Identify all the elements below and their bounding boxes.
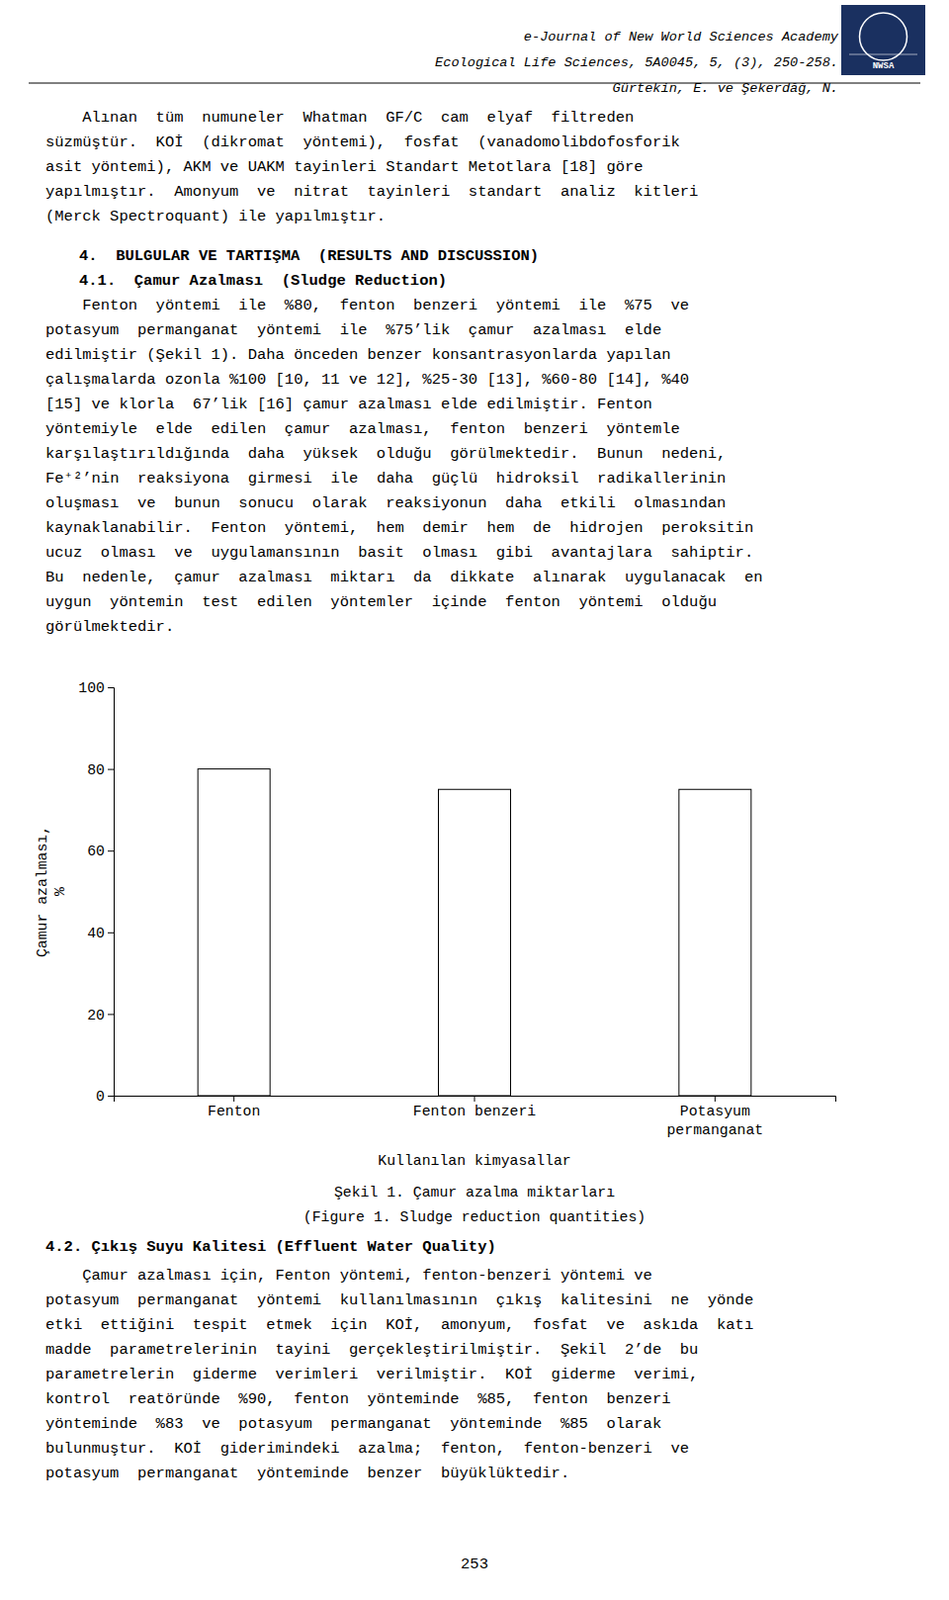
body-text: Bu nedenle, çamur azalması miktarı da di…: [45, 568, 764, 587]
body-text: parametrelerin giderme verimleri verilmi…: [45, 1365, 698, 1383]
body-text: Fe⁺²’nin reaksiyona girmesi ile daha güç…: [45, 469, 726, 488]
body-text: uygun yöntemin test edilen yöntemler içi…: [45, 593, 717, 611]
y-axis: 0 20 40 60 80 100: [78, 680, 114, 1105]
axis-line: [107, 688, 115, 1097]
section-heading: 4.2. Çıkış Suyu Kalitesi (Effluent Water…: [45, 1237, 497, 1256]
chart: 0 20 40 60 80 100 Fenton Fenton benzeri Potasyum…: [34, 680, 836, 1138]
body-text: madde parametrelerinin tayini gerçekleşt…: [45, 1340, 698, 1359]
tick: 20: [86, 1007, 114, 1024]
tick-label: 80: [86, 762, 105, 778]
tick-label: 40: [86, 925, 105, 942]
bar: [679, 788, 752, 1096]
header-rule: [28, 83, 921, 85]
body-text: görülmektedir.: [45, 617, 174, 636]
body-text: Alınan tüm numuneler Whatman GF/C cam el…: [45, 108, 634, 127]
body-text: kaynaklanabilir. Fenton yöntemi, hem dem…: [45, 518, 754, 537]
body-text: yapılmıştır. Amonyum ve nitrat tayinleri…: [45, 182, 698, 201]
body-text: [15] ve klorla 67’lik [16] çamur azalmas…: [45, 395, 653, 414]
x-axis-title: Kullanılan kimyasallar: [377, 1152, 571, 1169]
body-text: bulunmuştur. KOİ giderimindeki azalma; f…: [45, 1439, 690, 1458]
tick-label: 100: [78, 680, 105, 696]
page: e-Journal of New World Sciences Academy E…: [0, 0, 949, 1600]
tick-label: 20: [86, 1007, 105, 1024]
tick: 60: [86, 843, 114, 860]
logo-box: [841, 4, 926, 76]
bars: [197, 769, 752, 1096]
tick: Potasyumpermanganat: [666, 1095, 764, 1138]
tick-mark: [107, 1013, 114, 1015]
title: Şekil 1. Çamur azalma miktarları: [334, 1184, 615, 1201]
bar: [438, 788, 512, 1096]
tick: 100: [78, 680, 114, 696]
logo-globe: [860, 12, 908, 61]
tick-mark: [233, 1095, 235, 1102]
body-text: yöntemiyle elde edilen çamur azalması, f…: [45, 420, 681, 438]
body-text: yönteminde %83 ve potasyum permanganat y…: [45, 1414, 662, 1433]
tick: 80: [86, 762, 114, 778]
logo: NWSA: [841, 4, 926, 76]
page-number: 253: [460, 1554, 489, 1573]
subtitle: (Figure 1. Sludge reduction quantities): [303, 1208, 646, 1225]
body-text: etki ettiğini tespit etmek için KOİ, amo…: [45, 1315, 754, 1334]
body-text: potasyum permanganat yönteminde benzer b…: [45, 1464, 570, 1482]
header-line: Ecological Life Sciences, 5A0045, 5, (3)…: [434, 55, 839, 71]
logo-rule: [849, 54, 918, 56]
body-text: edilmiştir (Şekil 1). Daha önceden benze…: [45, 345, 672, 364]
header-line: e-Journal of New World Sciences Academy: [523, 29, 840, 45]
tick-label: Potasyumpermanganat: [666, 1103, 764, 1138]
body-text: (Merck Spectroquant) ile yapılmıştır.: [45, 207, 386, 226]
body-text: oluşması ve bunun sonucu olarak reaksiyo…: [45, 494, 726, 513]
tick-mark: [107, 932, 114, 934]
tick-mark: [474, 1095, 476, 1102]
section-heading: 4.1. Çamur Azalması (Sludge Reduction): [79, 271, 447, 290]
bar: [197, 769, 270, 1096]
body-text: asit yöntemi), AKM ve UAKM tayinleri Sta…: [45, 158, 644, 176]
logo-text: NWSA: [872, 61, 895, 72]
body-text: potasyum permanganat yöntemi ile %75’lik…: [45, 321, 662, 340]
y-axis-title: Çamur azalması,%: [34, 825, 69, 957]
tick-label: Fenton: [207, 1103, 260, 1120]
body-text: kontrol reatöründe %90, fenton yöntemind…: [45, 1389, 672, 1408]
tick-mark: [714, 1095, 716, 1102]
tick-mark: [107, 687, 114, 689]
x-axis: Fenton Fenton benzeri Potasyumpermanganat: [114, 1095, 837, 1138]
body-text: Çamur azalması için, Fenton yöntemi, fen…: [45, 1266, 653, 1285]
tick-mark: [107, 1095, 114, 1097]
tick-label: 0: [95, 1088, 105, 1105]
section-heading: 4. BULGULAR VE TARTIŞMA (RESULTS AND DIS…: [79, 247, 539, 265]
tick-mark: [107, 850, 114, 852]
axis-line: [114, 1096, 837, 1103]
body-text: ucuz olması ve uygulamansının basit olma…: [45, 543, 754, 562]
tick-mark: [107, 769, 114, 771]
body-text: Fenton yöntemi ile %80, fenton benzeri y…: [45, 296, 690, 315]
tick-label: Fenton benzeri: [413, 1103, 536, 1120]
tick: 0: [95, 1088, 114, 1105]
tick: Fenton: [207, 1095, 260, 1120]
body-text: süzmüştür. KOİ (dikromat yöntemi), fosfa…: [45, 133, 681, 152]
tick: 40: [86, 925, 114, 942]
tick: Fenton benzeri: [413, 1095, 536, 1120]
body-text: çalışmalarda ozonla %100 [10, 11 ve 12],…: [45, 370, 690, 389]
tick-label: 60: [86, 843, 105, 860]
body-text: karşılaştırıldığında daha yüksek olduğu …: [45, 444, 726, 463]
body-text: potasyum permanganat yöntemi kullanılmas…: [45, 1291, 754, 1309]
